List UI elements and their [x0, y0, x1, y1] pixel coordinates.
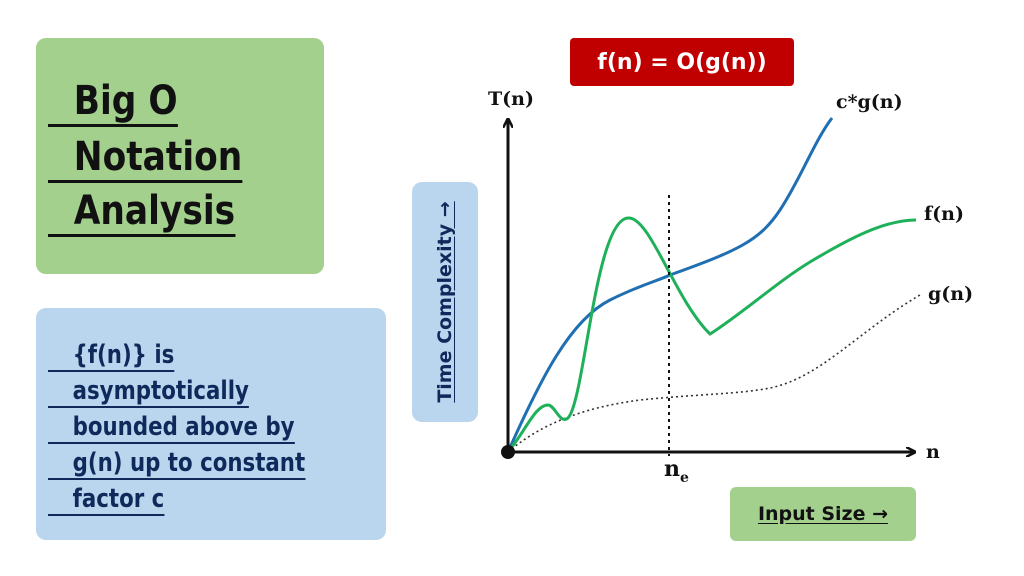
title-panel: Big O Notation Analysis	[36, 38, 324, 274]
description-line-5: factor c	[48, 484, 165, 516]
description-line-3: bounded above by	[48, 412, 295, 444]
x-panel-label: Input Size →	[757, 503, 889, 525]
threshold-label: ne	[664, 456, 689, 486]
description-line-2: asymptotically	[48, 376, 249, 408]
description-line-1: {f(n)} is	[48, 340, 175, 372]
c-g-n-curve	[506, 117, 834, 453]
g-n-curve	[507, 294, 921, 453]
description-panel: {f(n)} is asymptotically bounded above b…	[36, 308, 386, 540]
function-label: f(n)	[924, 203, 964, 225]
x-label-panel: Input Size →	[730, 487, 916, 541]
f-n-curve	[506, 216, 917, 453]
origin-dot	[501, 445, 515, 459]
description-line-4: g(n) up to constant	[48, 448, 306, 480]
formula-box: f(n) = O(g(n))	[570, 38, 794, 86]
y-label-panel	[412, 182, 478, 422]
title-line-1: Big O	[48, 78, 178, 127]
x-axis-label: n	[926, 441, 940, 463]
bound-label: g(n)	[928, 283, 973, 305]
upper-bound-label: c*g(n)	[836, 91, 903, 113]
threshold-label-main: n	[664, 456, 680, 482]
title-line-2: Notation	[48, 134, 243, 183]
threshold-label-sub: e	[680, 470, 689, 486]
formula-text: f(n) = O(g(n))	[597, 49, 767, 75]
title-line-3: Analysis	[48, 188, 236, 237]
y-axis-label: T(n)	[488, 88, 534, 110]
